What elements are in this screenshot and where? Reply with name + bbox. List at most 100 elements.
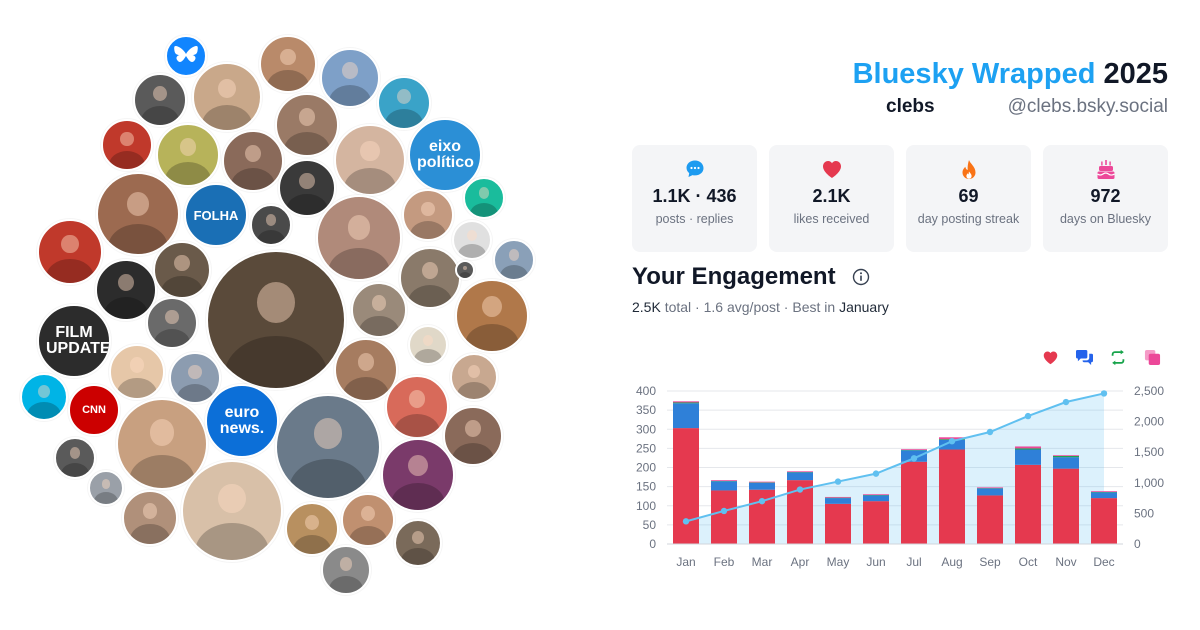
avatar	[450, 353, 498, 401]
account-logo-text: FOLHA	[193, 207, 239, 223]
engagement-summary: 2.5K total · 1.6 avg/post · Best in Janu…	[632, 299, 889, 315]
avatar	[54, 437, 96, 479]
bar-likes	[939, 449, 965, 544]
bar-quotes	[749, 481, 775, 483]
bar-quotes	[825, 496, 851, 498]
quote-icon[interactable]	[1142, 347, 1162, 367]
avatar	[259, 35, 317, 93]
bar-quotes	[863, 494, 889, 496]
engagement-average: 1.6 avg/post	[703, 299, 780, 315]
cumulative-point	[872, 470, 880, 477]
bar-quotes	[901, 449, 927, 450]
account-logo-text: eixo político	[417, 138, 474, 171]
avatar	[394, 519, 442, 567]
avatar	[463, 177, 505, 219]
heart-icon[interactable]	[1040, 347, 1060, 367]
account-logo-text: euro news.	[219, 404, 265, 437]
avatar	[109, 344, 165, 400]
x-tick-label: May	[827, 555, 850, 569]
y-tick-label-left: 200	[636, 461, 656, 475]
stat-card-streak: 69 day posting streak	[906, 145, 1031, 252]
engagement-best-prefix: Best in	[792, 299, 836, 315]
info-icon[interactable]	[852, 268, 870, 291]
cumulative-point	[986, 428, 994, 436]
engagement-total: 2.5K	[632, 299, 661, 315]
cumulative-point	[1100, 390, 1108, 397]
engagement-chart: 0 50 100 150 200 250 300 350 400 0 500 1,000 1,500 2,…	[636, 384, 1164, 569]
stat-label: day posting streak	[917, 212, 1020, 226]
bar-reposts	[1053, 456, 1079, 458]
avatar	[285, 502, 339, 556]
cumulative-point	[948, 437, 956, 445]
x-tick-label: Apr	[791, 555, 810, 569]
x-tick-label: Jan	[676, 555, 695, 569]
cumulative-line	[685, 392, 1105, 523]
bar-likes	[863, 501, 889, 544]
avatar	[320, 48, 380, 108]
y-tick-label-right: 2,000	[1134, 415, 1164, 429]
bar-replies	[1053, 457, 1079, 469]
x-tick-label: Mar	[752, 555, 773, 569]
bar-reposts	[673, 402, 699, 404]
avatar	[192, 62, 262, 132]
avatar	[95, 259, 157, 321]
cake-icon	[1043, 159, 1168, 181]
avatar	[156, 123, 220, 187]
y-tick-label-left: 350	[636, 403, 656, 417]
avatar	[133, 73, 187, 127]
cumulative-point	[1062, 398, 1070, 406]
avatar	[334, 338, 398, 402]
y-tick-label-right: 500	[1134, 506, 1154, 520]
speech-bubble-icon	[632, 159, 757, 181]
page-title: Bluesky Wrapped 2025	[853, 58, 1168, 91]
y-tick-label-left: 300	[636, 422, 656, 436]
bar-replies	[749, 482, 775, 490]
avatar	[493, 239, 535, 281]
x-tick-label: Nov	[1055, 555, 1076, 569]
x-tick-label: Jul	[906, 555, 921, 569]
repost-icon[interactable]	[1108, 347, 1128, 367]
account-logo: eixo político	[408, 118, 482, 192]
y-tick-label-left: 250	[636, 441, 656, 455]
avatar	[455, 260, 475, 280]
avatar	[452, 220, 492, 260]
avatar	[222, 130, 284, 192]
stat-value: 2.1K	[812, 186, 851, 206]
stat-card-likes: 2.1K likes received	[769, 145, 894, 252]
stat-value: 1.1K · 436	[652, 186, 737, 206]
bar-reposts	[1015, 448, 1041, 450]
engagement-title: Your Engagement	[632, 263, 836, 290]
bar-quotes	[1053, 455, 1079, 457]
x-tick-label: Oct	[1019, 555, 1038, 569]
bar-replies	[825, 498, 851, 504]
bar-replies	[1091, 492, 1117, 499]
cumulative-point	[758, 497, 766, 505]
avatar	[146, 297, 198, 349]
chart-legend	[1040, 347, 1162, 367]
bar-quotes	[1015, 446, 1041, 449]
y-tick-label-left: 150	[636, 480, 656, 494]
heart-icon	[769, 159, 894, 181]
avatar	[275, 93, 339, 157]
flame-icon	[906, 159, 1031, 181]
bar-likes	[901, 461, 927, 544]
avatar	[122, 490, 178, 546]
avatar	[443, 406, 503, 466]
replies-icon[interactable]	[1074, 347, 1094, 367]
avatar	[101, 119, 153, 171]
avatar	[377, 76, 431, 130]
stat-label: posts · replies	[655, 212, 734, 226]
account-logo-text: FILM UPDATES	[46, 324, 111, 357]
cumulative-point	[682, 518, 690, 525]
butterfly-icon	[165, 35, 207, 77]
avatar	[408, 325, 448, 365]
stat-value: 972	[1090, 186, 1121, 206]
account-logo: FILM UPDATES	[37, 304, 111, 378]
title-brand: Bluesky Wrapped	[852, 58, 1096, 90]
stat-card-days: 972 days on Bluesky	[1043, 145, 1168, 252]
y-tick-label-left: 400	[636, 384, 656, 398]
user-handle: @clebs.bsky.social	[1007, 96, 1168, 117]
bar-likes	[711, 490, 737, 544]
y-tick-label-left: 100	[636, 499, 656, 513]
cumulative-area	[686, 393, 1104, 544]
